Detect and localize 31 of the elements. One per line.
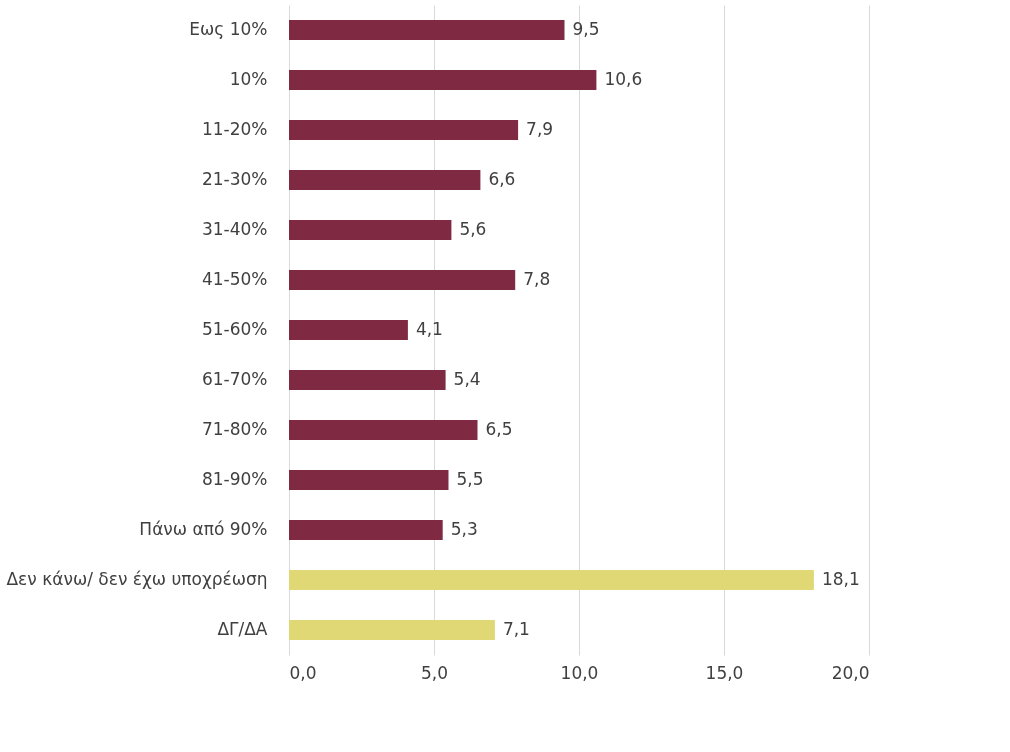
data-label: 5,5 [456, 469, 484, 489]
data-label: 5,6 [459, 219, 487, 239]
x-tick-label: 5,0 [420, 662, 449, 683]
data-label: 9,5 [572, 19, 600, 39]
data-label: 4,1 [415, 319, 443, 339]
y-tick-label: 21-30% [201, 169, 268, 189]
data-label: 5,4 [453, 369, 481, 389]
y-tick-label: ΔΓ/ΔΑ [217, 619, 268, 639]
data-label: 7,8 [523, 269, 551, 289]
y-tick-label: 81-90% [201, 469, 268, 489]
data-label: 6,5 [485, 419, 513, 439]
y-tick-label: 71-80% [201, 419, 268, 439]
y-tick-label: 11-20% [201, 119, 268, 139]
data-label: 5,3 [450, 519, 478, 539]
data-label: 7,1 [502, 619, 530, 639]
x-tick-label: 10,0 [560, 662, 599, 683]
x-tick-label: 0,0 [289, 662, 317, 683]
y-tick-label: 10% [229, 69, 268, 89]
y-tick-label: 41-50% [201, 269, 268, 289]
y-tick-label: Δεν κάνω/ δεν έχω υποχρέωση [6, 569, 268, 589]
data-label: 10,6 [604, 69, 643, 89]
y-tick-label: 31-40% [201, 219, 268, 239]
y-tick-label: 61-70% [201, 369, 268, 389]
y-tick-label: Πάνω από 90% [139, 519, 268, 539]
x-tick-label: 15,0 [705, 662, 744, 683]
y-tick-label: Εως 10% [189, 19, 268, 39]
x-tick-label: 20,0 [831, 662, 870, 683]
data-label: 18,1 [821, 569, 860, 589]
y-tick-label: 51-60% [201, 319, 268, 339]
data-label: 7,9 [526, 119, 554, 139]
data-label: 6,6 [488, 169, 516, 189]
